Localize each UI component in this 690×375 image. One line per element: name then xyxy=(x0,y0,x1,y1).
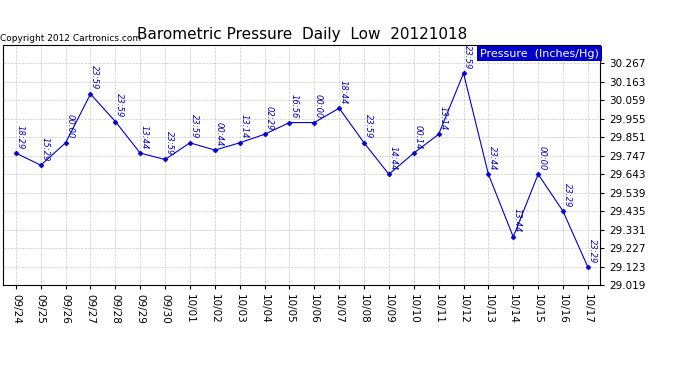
Text: 00:14: 00:14 xyxy=(413,124,422,149)
Text: 18:44: 18:44 xyxy=(339,80,348,104)
Text: 23:29: 23:29 xyxy=(562,183,571,207)
Text: 00:00: 00:00 xyxy=(538,146,546,170)
Text: 15:29: 15:29 xyxy=(41,136,50,161)
Text: 13:44: 13:44 xyxy=(513,209,522,233)
Text: 23:59: 23:59 xyxy=(115,93,124,117)
Title: Barometric Pressure  Daily  Low  20121018: Barometric Pressure Daily Low 20121018 xyxy=(137,27,467,42)
Text: 18:29: 18:29 xyxy=(16,124,25,149)
Text: 23:59: 23:59 xyxy=(364,114,373,139)
Text: 23:29: 23:29 xyxy=(587,238,597,263)
Text: Copyright 2012 Cartronics.com: Copyright 2012 Cartronics.com xyxy=(1,34,141,43)
Text: 02:29: 02:29 xyxy=(264,106,273,130)
Text: 23:59: 23:59 xyxy=(463,45,472,69)
Text: 00:00: 00:00 xyxy=(314,94,323,118)
Text: 13:14: 13:14 xyxy=(239,114,248,139)
Text: 00:44: 00:44 xyxy=(215,122,224,146)
Text: 23:59: 23:59 xyxy=(165,131,174,155)
Text: 00:00: 00:00 xyxy=(66,114,75,139)
Text: 13:44: 13:44 xyxy=(140,124,149,149)
Text: 13:14: 13:14 xyxy=(438,106,447,130)
Text: 23:44: 23:44 xyxy=(488,146,497,170)
Text: 14:44: 14:44 xyxy=(388,146,397,170)
Text: 16:56: 16:56 xyxy=(289,94,298,118)
Text: 23:59: 23:59 xyxy=(190,114,199,139)
Text: Pressure  (Inches/Hg): Pressure (Inches/Hg) xyxy=(480,49,599,58)
Text: 23:59: 23:59 xyxy=(90,66,99,90)
